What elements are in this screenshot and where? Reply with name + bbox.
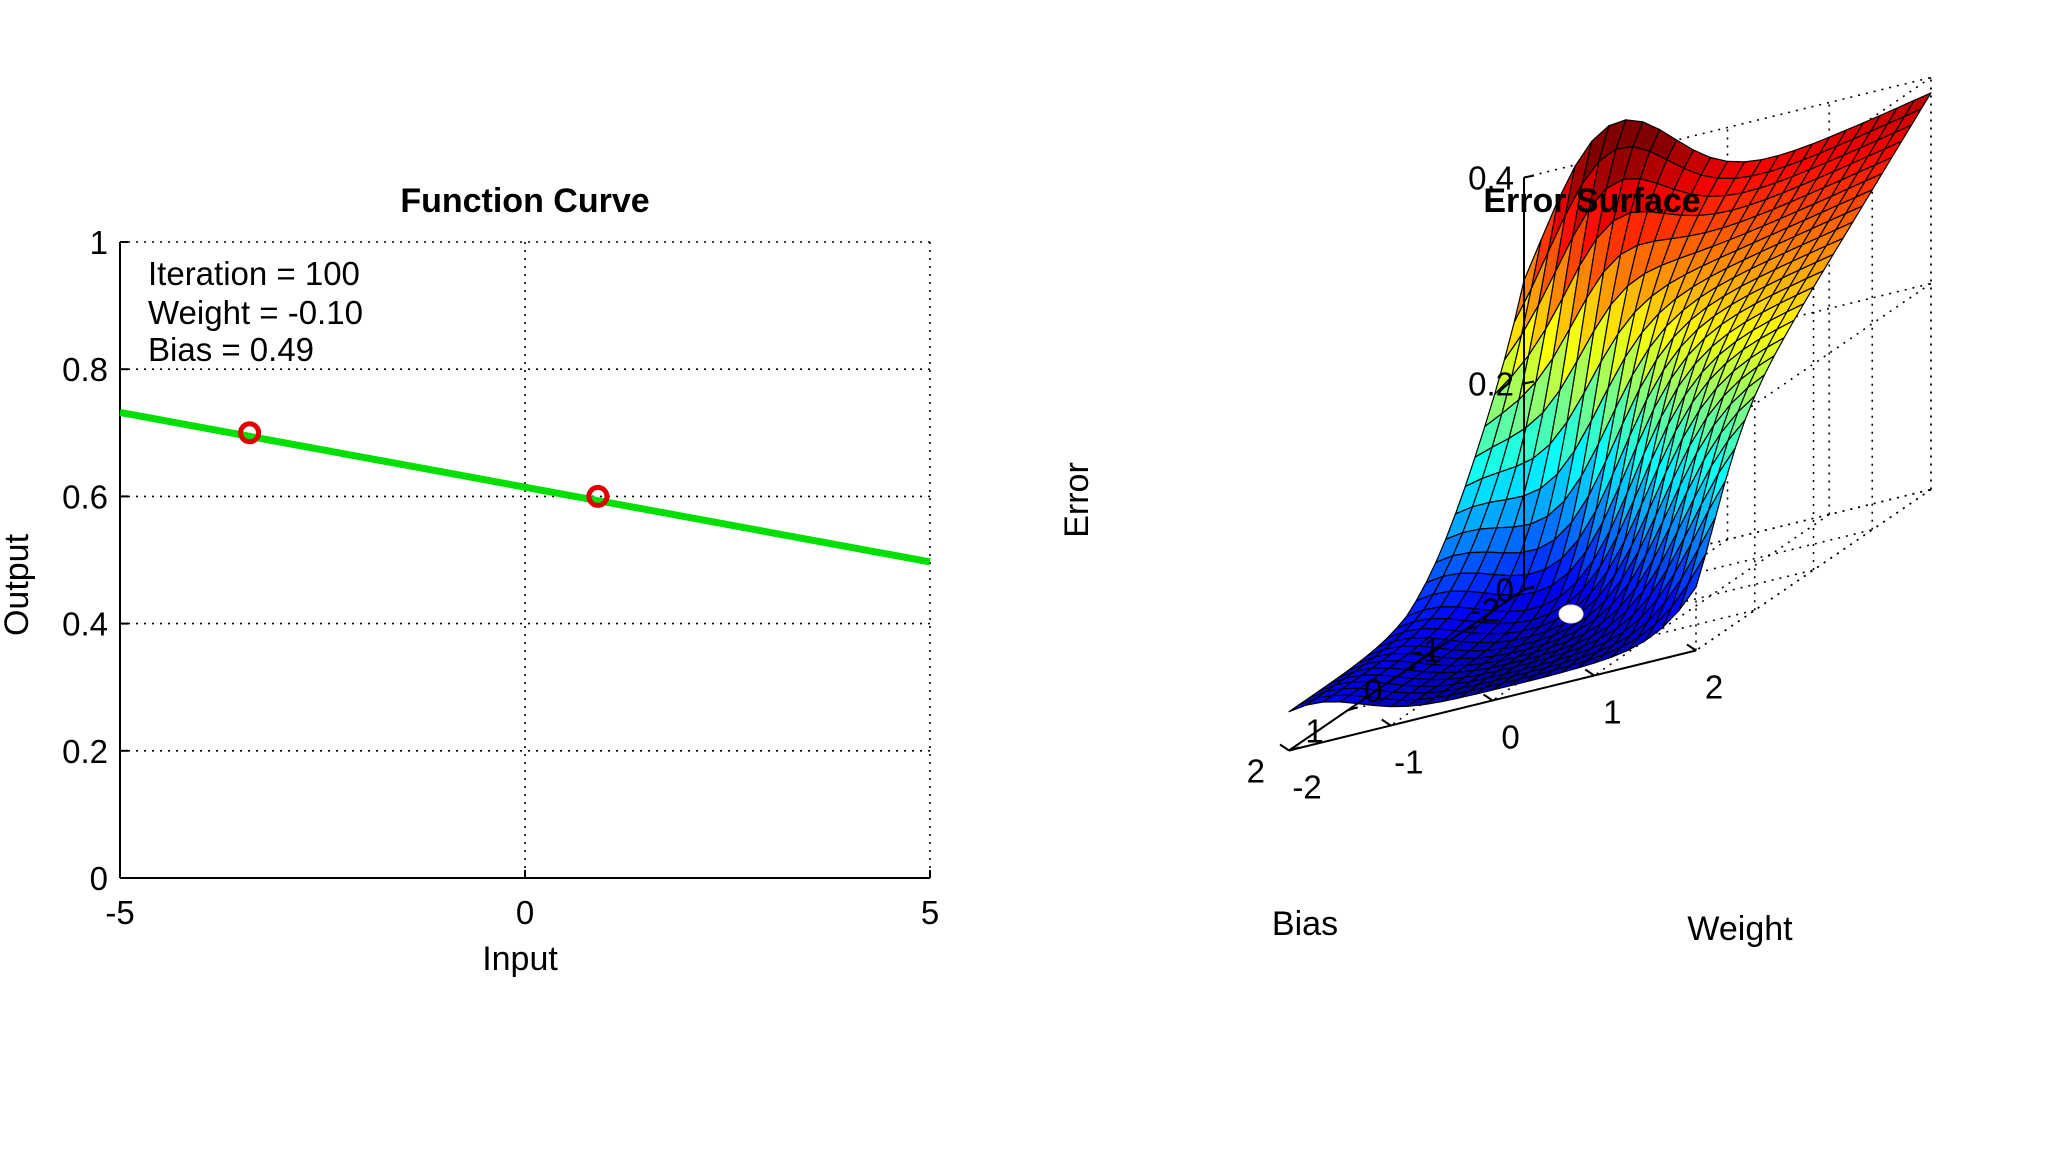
bias-tick-label: 0 xyxy=(1364,672,1382,709)
annotation-iteration: Iteration = 100 xyxy=(148,255,360,292)
y-tick-label: 0 xyxy=(90,860,108,897)
weight-tick-label: 0 xyxy=(1501,719,1519,756)
bias-tick-label: 1 xyxy=(1305,712,1323,749)
chart-title: Function Curve xyxy=(400,182,649,220)
z-tick-mark xyxy=(1523,380,1535,385)
z-tick-label: 0.4 xyxy=(1468,160,1514,197)
weight-tick-label: -1 xyxy=(1394,744,1423,781)
weight-tick-label: 2 xyxy=(1705,669,1723,706)
annotation-bias: Bias = 0.49 xyxy=(148,331,314,368)
z-axis-label: Error xyxy=(1058,462,1096,538)
tick-labels: 0 0.2 0.4 -2 -1 0 1 2 -2 -1 0 1 2 xyxy=(1247,160,1724,806)
x-axis-label: Weight xyxy=(1687,910,1793,948)
bias-tick-label: 2 xyxy=(1247,753,1265,790)
error-surface xyxy=(1288,92,1932,713)
bias-tick-label: -2 xyxy=(1471,592,1500,629)
y-axis-label: Bias xyxy=(1272,905,1338,943)
y-tick-label: 0.8 xyxy=(62,351,108,388)
y-tick-label: 0.4 xyxy=(62,606,108,643)
y-tick-label: 0.6 xyxy=(62,478,108,515)
x-tick-label: 5 xyxy=(921,894,939,931)
bias-tick-mark xyxy=(1464,625,1476,631)
weight-tick-mark xyxy=(1686,643,1697,652)
bias-tick-label: -1 xyxy=(1412,632,1441,669)
sample-point-marker xyxy=(586,484,610,508)
axes xyxy=(119,241,931,879)
weight-tick-mark xyxy=(1482,693,1494,702)
chart-title: Error Surface xyxy=(1483,182,1700,220)
x-tick-label: -5 xyxy=(105,894,134,931)
error-surface-chart: 0 0.2 0.4 -2 -1 0 1 2 -2 -1 0 1 2 Error Surface Erro… xyxy=(1058,76,1932,948)
series xyxy=(119,409,931,566)
weight-tick-mark xyxy=(1279,743,1290,752)
y-axis-label: Output xyxy=(0,533,36,636)
bias-tick-mark xyxy=(1347,706,1359,712)
bias-tick-mark xyxy=(1288,746,1300,752)
x-tick-label: 0 xyxy=(516,894,534,931)
sample-point-marker xyxy=(238,421,262,445)
back-wall-gridline xyxy=(1523,76,1932,179)
surface-patch xyxy=(1288,697,1317,713)
z-tick-label: 0 xyxy=(1496,572,1514,609)
weight-tick-label: 1 xyxy=(1603,694,1621,731)
x-axis-label: Input xyxy=(482,940,558,978)
bias-tick-mark xyxy=(1523,585,1535,591)
tick-labels: -5 0 500.20.40.60.81 xyxy=(62,224,939,931)
annotation-weight: Weight = -0.10 xyxy=(148,294,363,331)
z-tick-label: 0.2 xyxy=(1468,366,1514,403)
weight-tick-mark xyxy=(1381,718,1392,727)
function-curve-chart: -5 0 500.20.40.60.81 Function Curve Input … xyxy=(0,182,939,978)
y-tick-label: 0.2 xyxy=(62,733,108,770)
z-tick-mark xyxy=(1523,174,1535,179)
y-tick-label: 1 xyxy=(90,224,108,261)
bias-tick-mark xyxy=(1406,666,1417,671)
weight-tick-mark xyxy=(1584,668,1595,677)
weight-tick-label: -2 xyxy=(1292,769,1321,806)
axes xyxy=(1279,174,1697,752)
current-weight-bias-marker xyxy=(1558,604,1584,624)
back-wall-gridline xyxy=(1523,488,1932,591)
